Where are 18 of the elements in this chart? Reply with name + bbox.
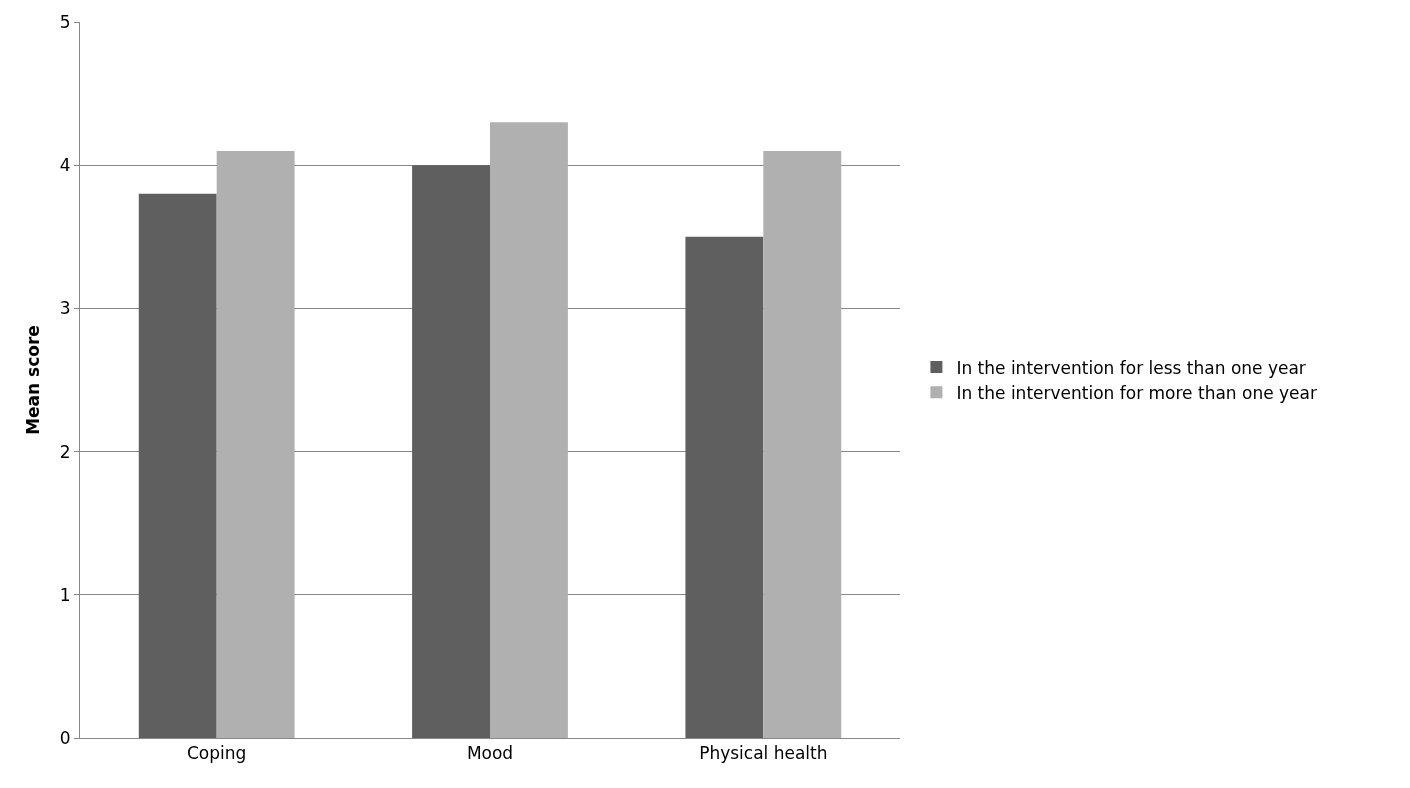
y-tick-label: 1 bbox=[59, 584, 71, 605]
y-axis-title: Mean score bbox=[23, 325, 44, 435]
x-tick-label: Coping bbox=[186, 743, 247, 764]
y-tick-label: 0 bbox=[59, 727, 71, 748]
y-tick-label: 3 bbox=[59, 298, 71, 319]
y-tick-label: 4 bbox=[59, 155, 71, 176]
legend-label: In the intervention for more than one year bbox=[956, 382, 1317, 403]
legend-label: In the intervention for less than one year bbox=[956, 357, 1306, 378]
bar bbox=[412, 165, 490, 738]
x-tick-label: Physical health bbox=[699, 743, 828, 764]
bar bbox=[685, 236, 764, 738]
y-tick-label: 2 bbox=[59, 441, 71, 462]
bar bbox=[763, 150, 842, 738]
x-tick-label: Mood bbox=[466, 743, 514, 764]
bar bbox=[490, 122, 568, 738]
bar bbox=[138, 193, 217, 738]
y-tick-label: 5 bbox=[59, 11, 71, 32]
bar bbox=[216, 150, 295, 738]
